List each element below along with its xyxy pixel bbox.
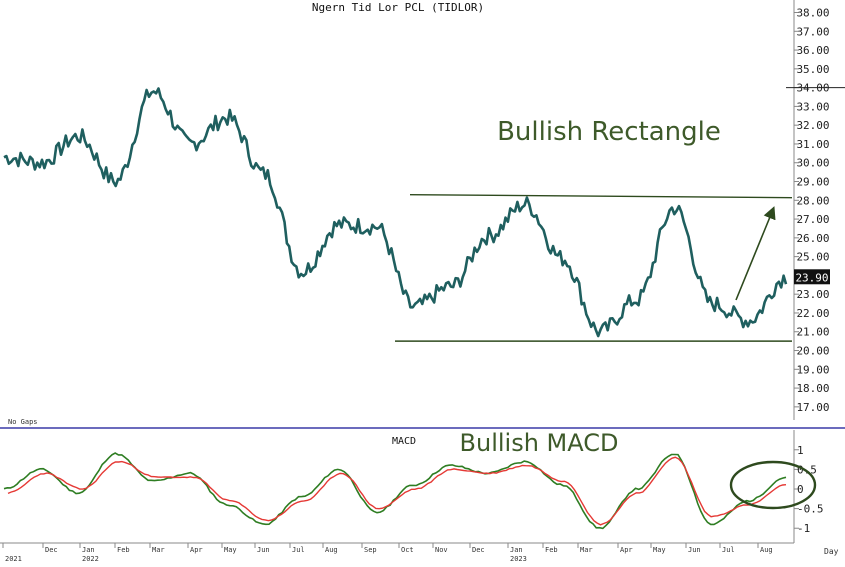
bullish-macd-label: Bullish MACD [460,429,619,457]
price-tick-label: 38.00 [796,7,829,20]
price-tick-label: 33.00 [796,100,829,113]
price-tick-label: 27.00 [796,213,829,226]
price-tick-label: 32.00 [796,119,829,132]
no-gaps-note: No Gaps [8,418,38,426]
last-price-value: 23.90 [795,271,828,284]
resistance-line [409,193,793,199]
date-tick-label: Nov [435,546,448,554]
price-tick-label: 20.00 [796,345,829,358]
price-axis: 38.0037.0036.0035.0034.0033.0032.0031.00… [794,7,830,414]
price-tick-label: 18.00 [796,382,829,395]
price-tick-label: 36.00 [796,44,829,57]
date-tick-label: Jan [82,546,95,554]
price-line [3,87,788,338]
date-tick-label: Apr [190,546,203,554]
macd-axis: 1 0.5 0 -0.5 -1 [794,444,824,535]
date-tick-label: Dec [472,546,485,554]
date-tick-label: Mar [152,546,165,554]
day-unit-label: Day [824,547,839,556]
price-tick-label: 19.00 [796,363,829,376]
price-tick-label: 28.00 [796,194,829,207]
macd-highlight-ellipse [729,460,817,510]
price-tick-label: 26.00 [796,232,829,245]
price-panel: Ngern Tid Lor PCL (TIDLOR) 38.00 37.00 36.… [3,0,845,426]
macd-tick-label: 1 [797,444,804,457]
date-tick-label: Jun [688,546,701,554]
price-tick-label: 25.00 [796,251,829,264]
date-tick-label: Jan [510,546,523,554]
last-price-tag: 23.90 [794,269,830,285]
price-tick-label: 22.00 [796,307,829,320]
date-tick-label: Mar [580,546,593,554]
date-tick-label: Sep [364,546,377,554]
macd-tick-label: -0.5 [797,503,824,516]
breakout-arrow [735,206,776,301]
chart-title: Ngern Tid Lor PCL (TIDLOR) [312,1,484,14]
date-tick-label: Feb [545,546,558,554]
date-tick-label: Feb [117,546,130,554]
date-tick-label: May [224,546,237,554]
macd-tick-label: -1 [797,522,810,535]
date-tick-label: 2021 [5,555,22,563]
macd-panel: MACD Bullish MACD 1 0.5 0 -0.5 -1 [3,429,824,543]
date-tick-label: Aug [325,546,338,554]
date-tick-label: 2023 [510,555,527,563]
date-tick-label: Oct [401,546,414,554]
price-tick-label: 29.00 [796,176,829,189]
price-tick-label: 30.00 [796,157,829,170]
date-tick-label: Jun [257,546,270,554]
price-tick-label: 35.00 [796,63,829,76]
date-tick-label: Aug [760,546,773,554]
date-tick-label: Apr [620,546,633,554]
signal-line [7,456,787,526]
date-tick-label: May [653,546,666,554]
macd-tick-label: 0 [797,483,804,496]
price-tick-label: 17.00 [796,401,829,414]
date-tick-label: 2022 [82,555,99,563]
price-tick-label: 23.00 [796,288,829,301]
bullish-rectangle-label: Bullish Rectangle [497,117,721,147]
macd-title: MACD [392,436,416,447]
price-tick-label: 31.00 [796,138,829,151]
date-tick-label: Jul [722,546,735,554]
price-tick-label: 21.00 [796,326,829,339]
date-tick-label: Dec [45,546,58,554]
macd-line [3,452,787,530]
price-tick-label: 37.00 [796,25,829,38]
macd-tick-label: 0.5 [797,463,817,476]
date-tick-label: Jul [292,546,305,554]
